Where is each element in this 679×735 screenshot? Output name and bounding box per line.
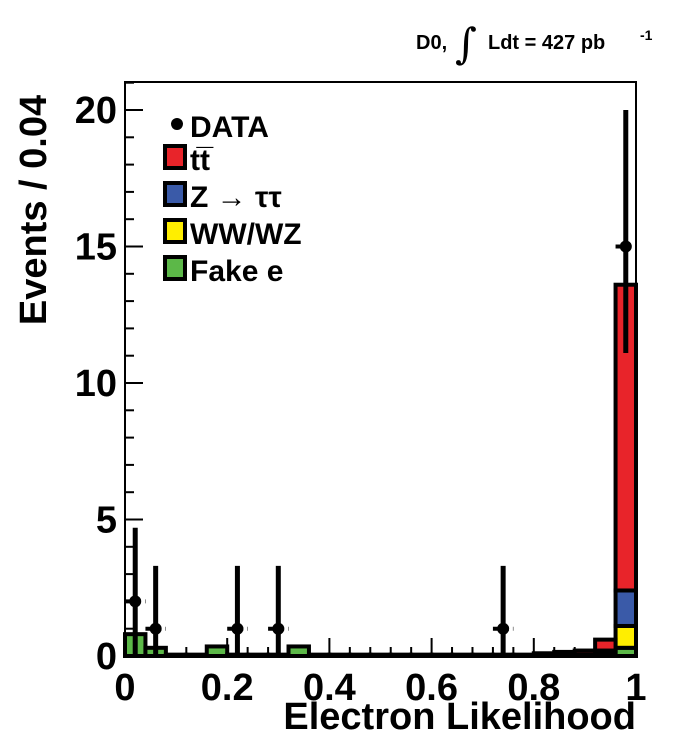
bar-ww-wz-bin-24 <box>613 623 638 650</box>
bar-fake-e-bin-4 <box>204 644 230 659</box>
data-marker-2 <box>231 622 244 635</box>
header-superscript: -1 <box>640 27 653 43</box>
legend-swatch-1 <box>163 181 187 207</box>
x-tick-label-3: 0.6 <box>405 667 458 709</box>
bar-tt--bin-20 <box>531 651 557 657</box>
y-axis-title: Events / 0.04 <box>13 95 55 325</box>
bar-tt--bin-21 <box>552 649 577 657</box>
bar-tt--bin-22 <box>572 648 598 657</box>
bar-tt--bin-23 <box>593 637 618 653</box>
legend-label-0: tt̅ <box>190 144 214 177</box>
data-marker-5 <box>619 240 632 253</box>
data-point-2 <box>227 565 248 656</box>
x-axis-ticks: 0 0.2 0.4 0.6 0.8 1 <box>114 638 647 709</box>
legend-data-marker <box>171 118 183 130</box>
legend: DATA tt̅ Z → ττ WW/WZ Fake e <box>163 111 302 288</box>
legend-label-2: WW/WZ <box>190 218 302 251</box>
bar-z--bin-24 <box>613 588 638 628</box>
y-tick-label-1: 5 <box>96 500 117 542</box>
x-tick-label-4: 0.8 <box>507 667 560 709</box>
x-axis-title: Electron Likelihood <box>283 696 636 735</box>
legend-label-3: Fake e <box>190 255 283 288</box>
data-marker-0 <box>129 595 142 608</box>
y-tick-label-0: 0 <box>96 636 117 678</box>
data-point-1 <box>145 565 166 656</box>
header-luminosity: Ldt = 427 pb <box>488 32 605 54</box>
stacked-histogram <box>123 282 638 659</box>
plot-border <box>124 81 637 657</box>
x-tick-label-1: 0.2 <box>201 667 254 709</box>
data-marker-1 <box>149 622 162 635</box>
chart-header: D0, ∫ Ldt = 427 pb -1 <box>416 19 653 68</box>
x-tick-label-5: 1 <box>625 667 646 709</box>
y-tick-label-2: 10 <box>75 363 117 405</box>
legend-label-1: Z → ττ <box>190 181 282 214</box>
data-marker-3 <box>272 622 285 635</box>
integral-symbol: ∫ <box>455 19 477 68</box>
x-tick-label-0: 0 <box>114 667 135 709</box>
y-tick-label-3: 15 <box>75 227 117 269</box>
y-axis-ticks: 0 5 10 15 20 <box>75 81 143 678</box>
header-prefix: D0, <box>416 32 447 54</box>
y-tick-label-4: 20 <box>75 90 117 132</box>
data-point-4 <box>492 565 514 656</box>
plot-frame <box>124 81 637 657</box>
legend-data-label: DATA <box>190 111 269 144</box>
data-point-5 <box>615 110 636 353</box>
legend-swatch-2 <box>163 218 187 244</box>
legend-swatch-3 <box>163 255 187 281</box>
bar-fake-e-bin-8 <box>286 644 311 659</box>
data-point-3 <box>268 565 289 656</box>
x-tick-label-2: 0.4 <box>303 667 356 709</box>
data-marker-4 <box>497 622 510 635</box>
data-points <box>125 110 636 656</box>
legend-swatch-0 <box>163 144 187 170</box>
